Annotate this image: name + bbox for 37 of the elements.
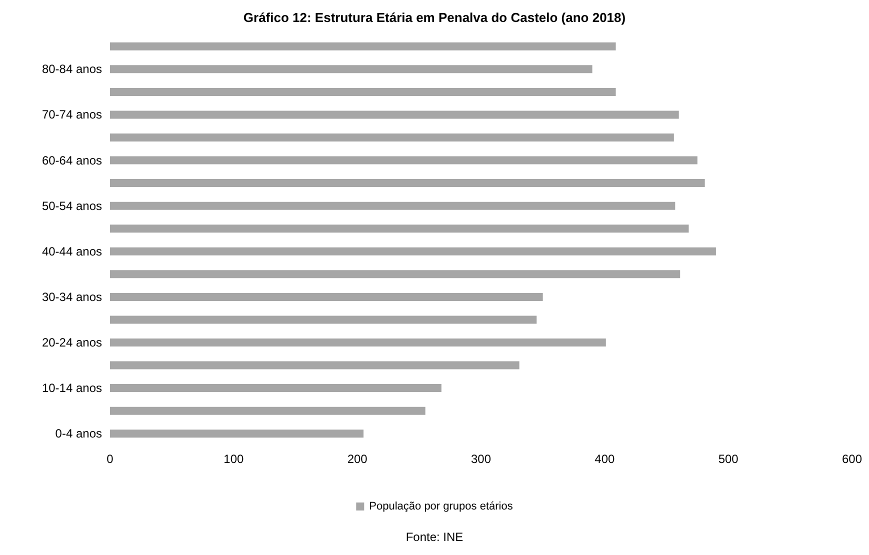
bar: [110, 202, 676, 210]
bar: [110, 247, 716, 256]
y-tick-label: 80-84 anos: [42, 62, 102, 76]
x-tick-label: 100: [224, 452, 244, 466]
x-tick-label: 300: [470, 452, 492, 466]
x-tick-label: 600: [842, 452, 862, 466]
x-tick-label: 0: [106, 452, 114, 466]
legend-label: População por grupos etários: [369, 500, 514, 512]
bar: [110, 134, 674, 142]
bar: [110, 270, 680, 278]
bar: [110, 42, 616, 50]
source-note: Fonte: INE: [406, 530, 464, 544]
bar: [110, 110, 679, 119]
bar: [110, 156, 698, 164]
chart-title: Gráfico 12: Estrutura Etária em Penalva do Castelo (ano 2018): [243, 10, 626, 25]
bar: [110, 430, 364, 438]
x-tick-label: 400: [594, 452, 615, 466]
x-tick-label: 500: [718, 452, 739, 466]
bar: [110, 384, 442, 392]
y-tick-label: 60-64 anos: [42, 153, 102, 168]
y-tick-label: 10-14 anos: [42, 381, 102, 396]
bar: [110, 338, 606, 346]
y-tick-label: 20-24 anos: [42, 336, 102, 350]
bar: [110, 316, 537, 324]
bar: [110, 88, 616, 96]
bar: [110, 179, 705, 188]
bar: [110, 406, 426, 415]
bar: [110, 65, 592, 74]
y-tick-label: 0-4 anos: [55, 426, 102, 441]
y-tick-label: 70-74 anos: [42, 108, 102, 122]
y-tick-label: 50-54 anos: [42, 198, 102, 213]
bar: [110, 361, 520, 370]
y-tick-label: 30-34 anos: [42, 290, 102, 304]
bar: [110, 292, 543, 301]
x-tick-label: 200: [347, 452, 368, 466]
bar: [110, 224, 689, 233]
y-tick-label: 40-44 anos: [42, 244, 102, 258]
